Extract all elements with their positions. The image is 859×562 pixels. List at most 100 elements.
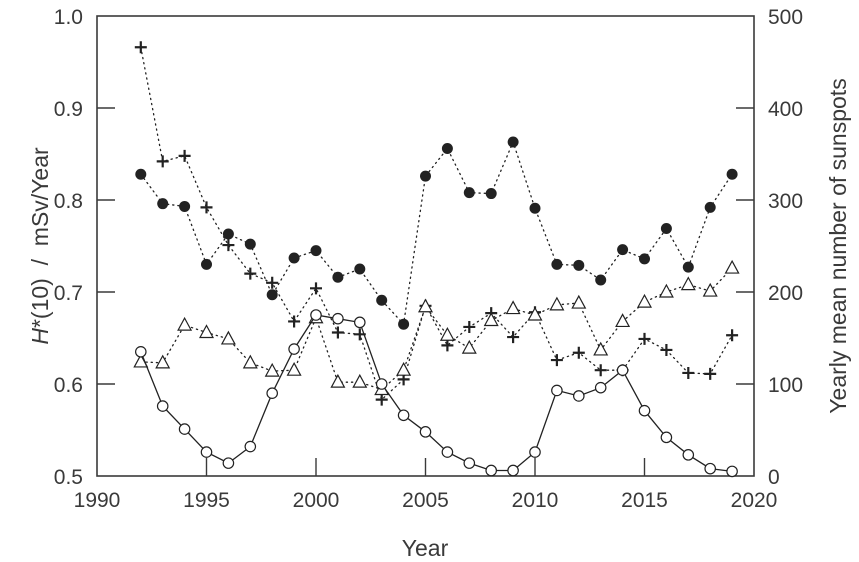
filled-circle-marker (682, 261, 694, 273)
x-tick-label: 2010 (512, 489, 559, 512)
right-tick-label: 0 (768, 466, 780, 489)
dotted-line (140, 46, 733, 401)
triangle-marker (264, 362, 280, 377)
cross-marker (704, 367, 717, 380)
open-circle-marker (572, 390, 585, 402)
filled-circle-marker (507, 136, 519, 148)
plot-border (96, 15, 755, 477)
triangle-marker (242, 354, 258, 369)
filled-circle-marker (266, 289, 278, 301)
triangle-marker (330, 373, 346, 388)
left-tick-label: 0.7 (54, 282, 83, 305)
open-circle-marker (244, 440, 257, 453)
right-y-axis: 0 100 200 300 400 500 (736, 6, 803, 489)
triangle-marker (483, 312, 499, 327)
right-tick-label: 300 (768, 190, 803, 213)
right-tick-label: 400 (768, 98, 803, 121)
open-circle-marker (551, 384, 563, 397)
left-tick-label: 0.9 (54, 98, 83, 121)
series-filled-circle (135, 136, 738, 330)
open-circle-marker (594, 381, 607, 394)
x-tick-label: 2000 (293, 489, 340, 512)
cross-marker (134, 41, 147, 54)
triangle-marker (439, 326, 455, 341)
filled-circle-marker (332, 271, 344, 283)
cross-marker (178, 149, 191, 162)
open-circle-marker (638, 404, 651, 417)
cross-marker (594, 364, 607, 377)
series-layer (133, 41, 740, 478)
open-circle-marker (485, 464, 497, 477)
open-circle-marker (178, 423, 191, 435)
filled-circle-marker (354, 263, 366, 275)
cross-marker (638, 332, 651, 345)
x-axis-title: Year (402, 535, 449, 561)
series-open-circle (135, 309, 738, 478)
cross-marker (375, 393, 388, 406)
filled-circle-marker (157, 198, 169, 210)
open-circle-marker (332, 312, 344, 325)
triangle-marker (286, 361, 302, 376)
filled-circle-marker (726, 168, 738, 180)
filled-circle-marker (704, 201, 716, 213)
filled-circle-marker (551, 258, 563, 270)
cross-marker (682, 366, 695, 379)
right-tick-label: 500 (768, 6, 803, 29)
triangle-marker (680, 276, 696, 291)
filled-circle-marker (617, 244, 629, 256)
open-circle-marker (135, 345, 147, 358)
triangle-marker (527, 306, 543, 321)
triangle-marker (636, 293, 653, 308)
left-tick-label: 1.0 (54, 6, 83, 29)
cross-marker (507, 331, 520, 344)
triangle-marker (155, 354, 171, 369)
triangle-marker (724, 259, 740, 274)
cross-marker (550, 354, 563, 367)
plot-frame (96, 15, 755, 477)
left-tick-label: 0.5 (54, 466, 83, 489)
cross-marker (310, 282, 322, 295)
open-circle-marker (529, 446, 541, 458)
filled-circle-marker (595, 274, 607, 286)
x-tick-label: 2015 (621, 489, 668, 512)
x-axis: 1990 1995 2000 2005 2010 2015 2020 (74, 458, 777, 512)
x-tick-label: 2005 (402, 489, 449, 512)
open-circle-marker (156, 400, 169, 412)
solid-line (140, 314, 733, 473)
filled-circle-marker (660, 223, 672, 235)
open-circle-marker (660, 431, 673, 444)
open-circle-marker (682, 449, 695, 461)
cross-marker (156, 155, 169, 168)
triangle-marker (352, 373, 368, 388)
cross-marker (222, 239, 235, 252)
cross-marker (331, 326, 344, 339)
left-tick-label: 0.6 (54, 374, 83, 397)
series-open-triangle (133, 259, 740, 396)
left-y-axis: 0.5 0.6 0.7 0.8 0.9 1.0 (54, 6, 115, 489)
filled-circle-marker (441, 142, 453, 154)
filled-circle-marker (310, 245, 322, 257)
filled-circle-marker (573, 259, 585, 271)
cross-marker (288, 315, 301, 328)
left-tick-label: 0.8 (54, 190, 83, 213)
open-circle-marker (266, 387, 278, 399)
triangle-marker (396, 361, 412, 376)
open-circle-marker (288, 343, 300, 355)
open-circle-marker (616, 364, 629, 376)
right-tick-label: 200 (768, 282, 803, 305)
x-tick-label: 1990 (74, 489, 121, 512)
left-y-axis-title: H*(10) / mSv/Year (27, 147, 53, 345)
cross-marker (660, 343, 673, 356)
open-circle-marker (200, 446, 213, 458)
filled-circle-marker (179, 200, 191, 212)
open-circle-marker (397, 409, 410, 422)
triangle-marker (417, 298, 434, 313)
triangle-marker (220, 330, 236, 345)
series-cross (134, 41, 739, 406)
filled-circle-marker (420, 170, 431, 182)
open-circle-marker (726, 465, 738, 478)
cross-marker (244, 267, 257, 280)
triangle-marker (702, 282, 718, 297)
filled-circle-marker (288, 252, 300, 264)
